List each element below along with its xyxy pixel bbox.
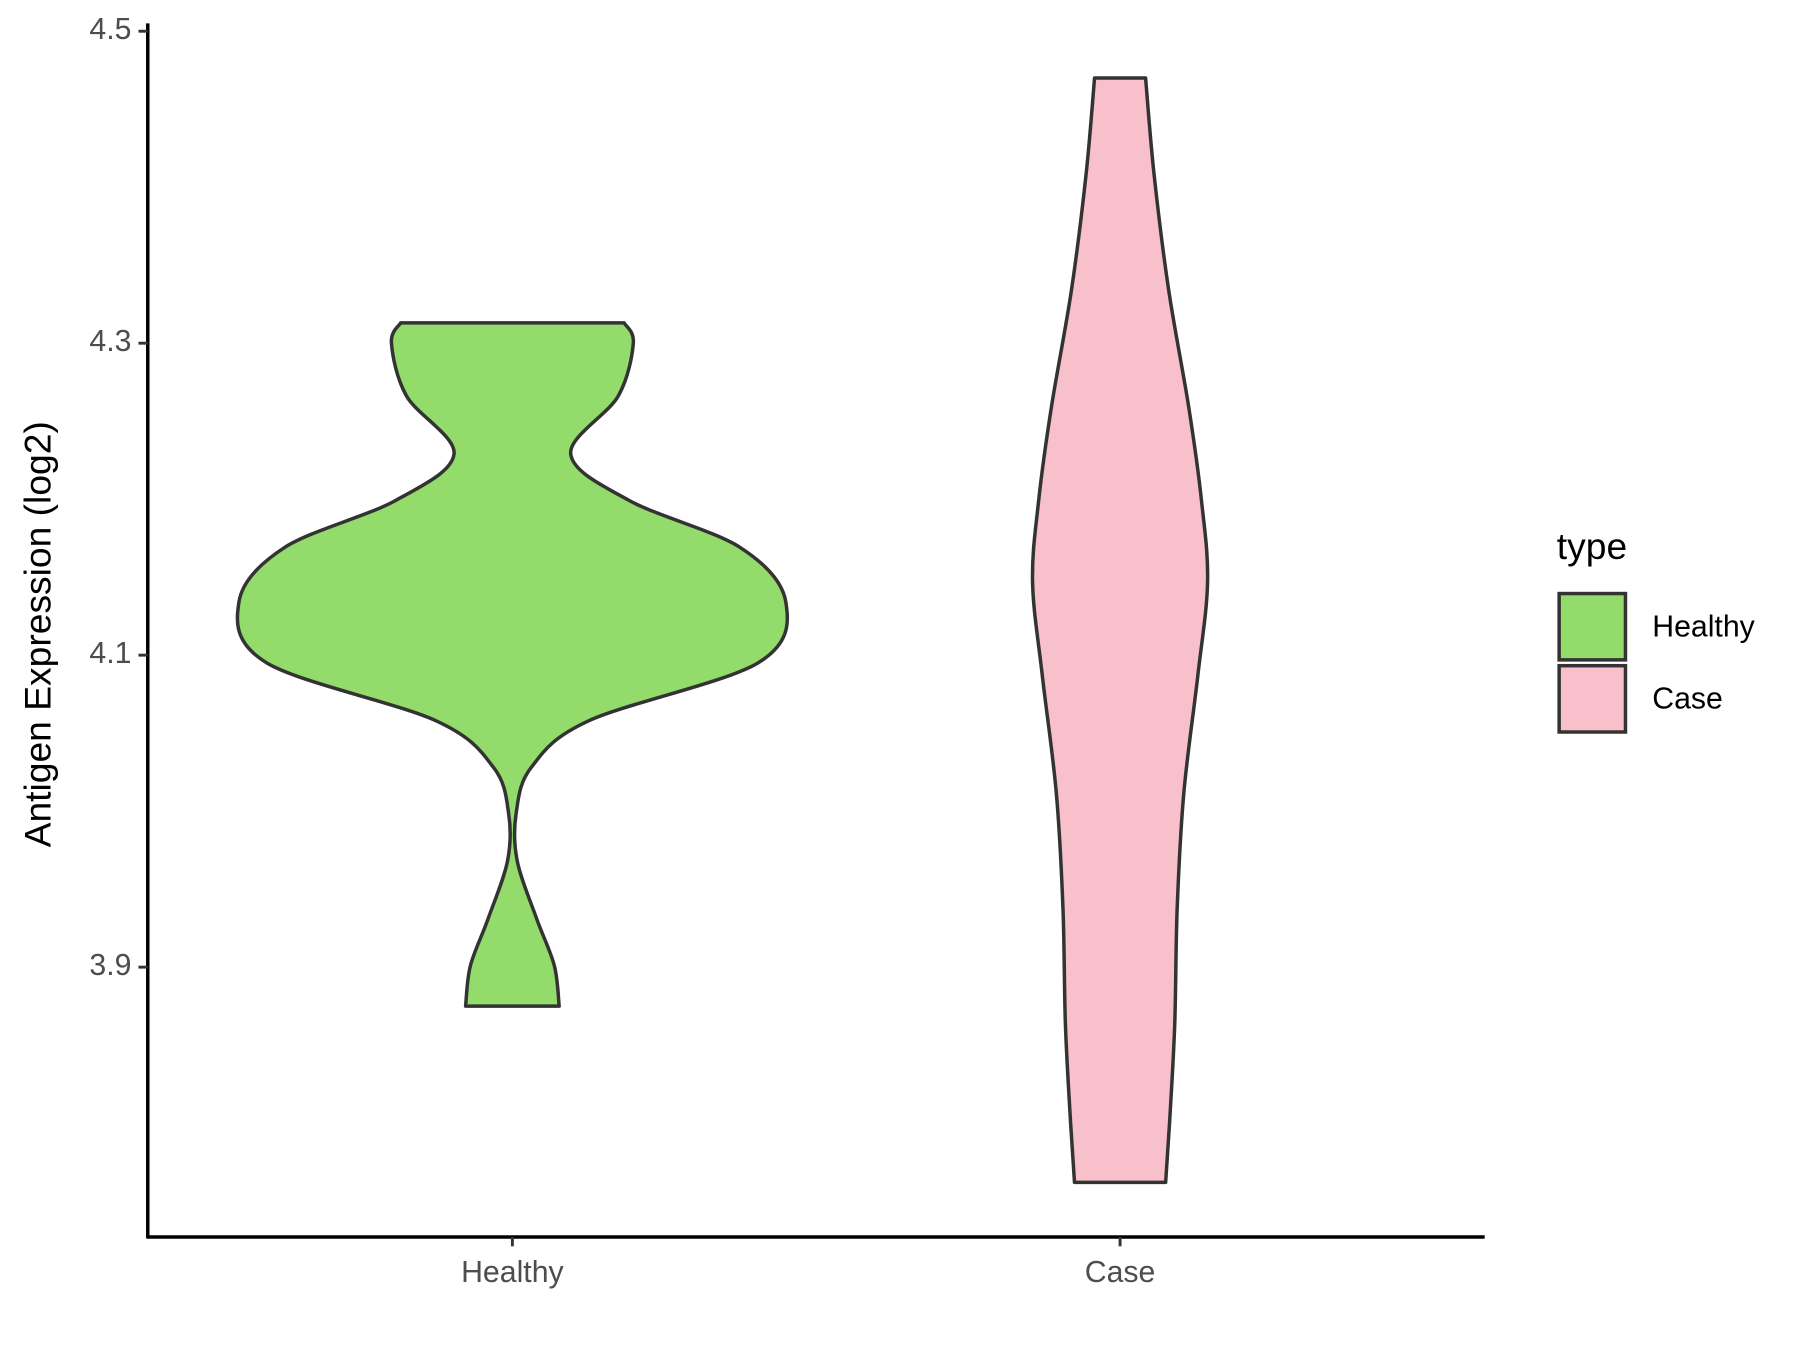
y-axis-title: Antigen Expression (log2) <box>17 421 59 847</box>
legend-key <box>1557 663 1628 734</box>
y-tick-label: 4.1 <box>89 637 131 670</box>
violin <box>235 321 790 1008</box>
legend-label: Healthy <box>1652 610 1755 643</box>
y-tick-label: 4.5 <box>89 13 131 46</box>
x-tick-label: Case <box>1085 1256 1156 1289</box>
violin <box>1030 76 1210 1185</box>
y-tick-label: 3.9 <box>89 949 131 982</box>
y-tick-label: 4.3 <box>89 325 131 358</box>
legend-key <box>1557 591 1628 662</box>
legend-title: type <box>1557 525 1627 567</box>
legend-label: Case <box>1652 683 1723 716</box>
x-tick-label: Healthy <box>461 1256 564 1289</box>
